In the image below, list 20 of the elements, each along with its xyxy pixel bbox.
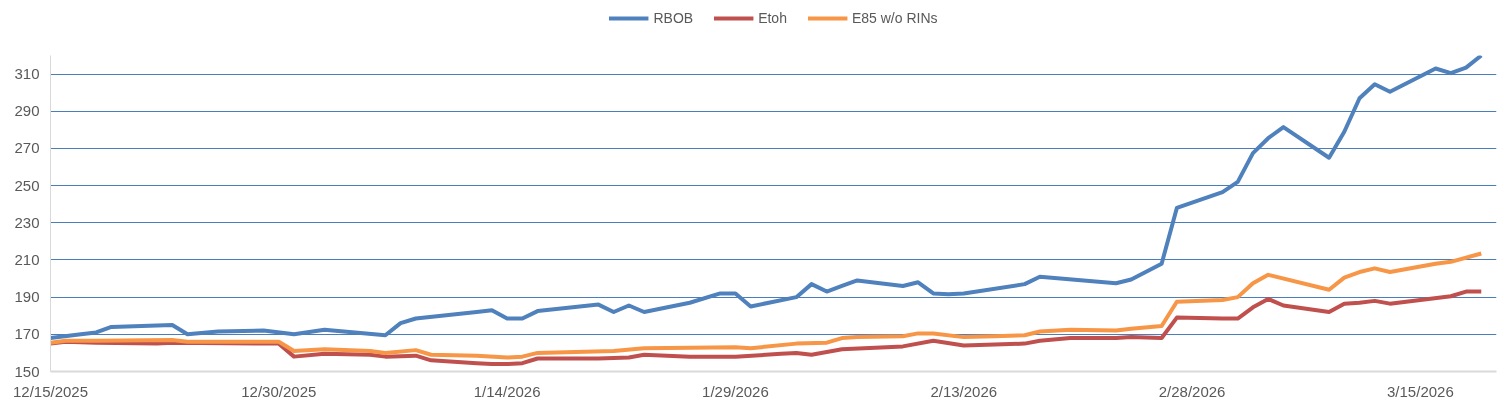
- y-tick-label: 170: [14, 325, 40, 343]
- legend-label: RBOB: [653, 10, 694, 26]
- x-tick-label: 1/14/2026: [473, 382, 541, 400]
- legend-label: Etoh: [758, 10, 787, 26]
- y-tick-label: 150: [14, 362, 40, 380]
- y-tick-label: 230: [14, 213, 40, 231]
- y-tick-label: 290: [14, 102, 40, 120]
- x-tick-label: 2/28/2026: [1158, 382, 1226, 400]
- x-tick-label: 12/30/2025: [241, 382, 317, 400]
- line-series: [50, 251, 1484, 360]
- x-tick-label: 3/15/2026: [1387, 382, 1454, 400]
- x-tick-label: 2/13/2026: [930, 382, 998, 400]
- x-tick-label: 1/29/2026: [702, 382, 769, 400]
- y-tick-label: 210: [14, 250, 40, 268]
- y-tick-label: 250: [14, 176, 40, 194]
- y-tick-label: 190: [14, 288, 40, 306]
- y-tick-label: 270: [14, 139, 40, 157]
- y-tick-label: 310: [14, 65, 40, 83]
- x-tick-label: 12/15/2025: [12, 382, 89, 400]
- legend-label: E85 w/o RINs: [851, 10, 938, 26]
